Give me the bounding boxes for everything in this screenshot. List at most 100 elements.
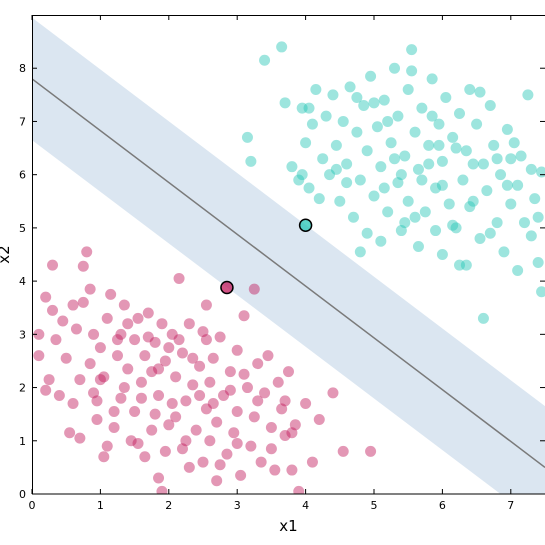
data-point [265,421,277,433]
data-point [447,131,459,143]
x-tick-label: 0 [29,499,36,512]
data-point [81,246,93,258]
data-point [283,366,294,378]
data-point [392,110,404,122]
data-point [153,363,165,375]
data-point [170,411,182,423]
x-tick-label: 2 [165,499,172,512]
data-point [122,318,134,330]
data-point [467,195,479,207]
data-point [395,169,407,181]
data-point [351,91,363,103]
data-point [375,161,387,173]
data-point [303,102,315,114]
data-point [163,342,175,354]
data-point [135,376,147,388]
data-point [289,419,301,431]
data-point [108,406,120,418]
data-point [330,163,342,175]
data-point [430,182,442,194]
data-point [276,403,288,415]
data-point [300,398,312,410]
data-point [194,390,206,402]
data-point [231,344,243,356]
data-point [382,115,394,127]
data-point [43,374,55,386]
data-point [149,336,161,348]
y-tick-label: 7 [19,115,26,128]
data-point [207,398,219,410]
data-point [94,374,106,386]
data-point [176,347,188,359]
data-point [306,456,318,468]
data-point [115,392,127,404]
data-point [200,334,212,346]
data-point [70,323,82,335]
data-point [139,451,151,463]
data-point [378,182,390,194]
data-point [464,84,476,96]
data-point [536,286,545,298]
data-point [467,158,479,170]
data-point [454,259,465,271]
data-point [426,73,438,85]
data-point [361,227,373,239]
data-point [457,174,469,186]
data-point [187,379,199,391]
y-tick-label: 1 [19,435,26,448]
data-point [183,461,195,473]
data-point [430,225,442,237]
x-tick-label: 4 [302,499,309,512]
data-point [98,371,110,383]
y-tick-label: 5 [19,222,26,235]
data-point [378,94,390,106]
data-point [385,137,397,149]
data-point [529,193,541,205]
data-point [454,107,465,119]
data-point [522,89,534,101]
data-point [180,435,192,447]
series-class-0 [33,246,377,494]
data-point [450,222,462,234]
support-vector-point [298,218,313,232]
data-point [310,84,322,96]
data-point [433,118,445,130]
data-point [501,179,513,191]
data-point [142,331,154,343]
data-point [221,448,233,460]
data-point [532,256,544,268]
data-point [484,99,496,111]
data-point [279,429,291,441]
data-point [197,456,209,468]
data-point [241,131,253,143]
data-point [259,54,271,66]
data-point [337,445,349,457]
data-point [101,440,113,452]
data-point [40,384,52,396]
data-point [33,328,45,340]
data-point [344,81,356,93]
data-point [139,350,151,362]
data-point [252,395,264,407]
data-point [498,246,510,258]
data-point [409,211,421,223]
x-tick-label: 1 [97,499,104,512]
data-point [389,62,401,74]
data-point [77,260,89,272]
data-point [211,416,223,428]
data-point [197,326,209,338]
data-point [170,371,182,383]
data-point [214,331,226,343]
data-point [341,177,353,189]
data-point [94,342,106,354]
data-point [135,392,147,404]
decision-boundary-line [32,78,545,468]
margin-band [32,17,545,494]
data-point [200,403,212,415]
data-point [375,235,387,247]
data-point [460,259,472,271]
y-tick-label: 6 [19,169,26,182]
x-axis-title: x1 [279,517,297,535]
y-tick-label: 8 [19,62,26,75]
data-point [91,413,103,425]
